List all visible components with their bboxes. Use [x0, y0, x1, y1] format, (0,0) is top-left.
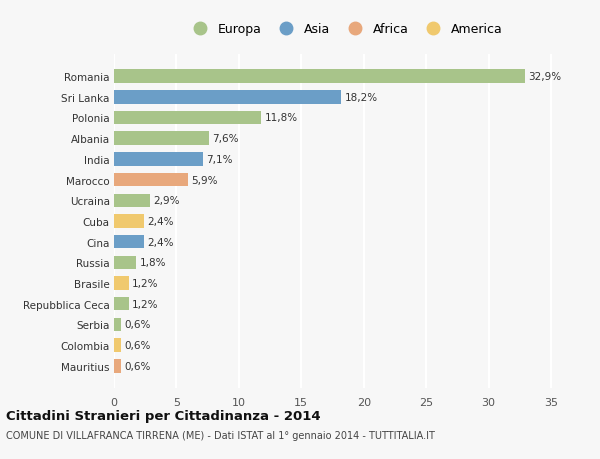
Text: 0,6%: 0,6%	[125, 361, 151, 371]
Bar	[114, 339, 121, 352]
Text: 7,1%: 7,1%	[206, 155, 232, 164]
Text: 2,4%: 2,4%	[147, 237, 173, 247]
Bar	[114, 235, 144, 249]
Bar	[114, 132, 209, 146]
Text: 1,2%: 1,2%	[132, 279, 158, 288]
Text: 11,8%: 11,8%	[265, 113, 298, 123]
Text: Cittadini Stranieri per Cittadinanza - 2014: Cittadini Stranieri per Cittadinanza - 2…	[6, 409, 320, 422]
Bar	[114, 215, 144, 228]
Bar	[114, 194, 150, 207]
Text: 0,6%: 0,6%	[125, 320, 151, 330]
Bar	[114, 153, 203, 166]
Bar	[114, 256, 136, 269]
Bar	[114, 318, 121, 331]
Text: COMUNE DI VILLAFRANCA TIRRENA (ME) - Dati ISTAT al 1° gennaio 2014 - TUTTITALIA.: COMUNE DI VILLAFRANCA TIRRENA (ME) - Dat…	[6, 431, 435, 440]
Text: 2,9%: 2,9%	[154, 196, 180, 206]
Bar	[114, 91, 341, 104]
Text: 7,6%: 7,6%	[212, 134, 239, 144]
Bar	[114, 112, 262, 125]
Text: 5,9%: 5,9%	[191, 175, 217, 185]
Bar	[114, 359, 121, 373]
Text: 32,9%: 32,9%	[528, 72, 561, 82]
Text: 1,8%: 1,8%	[140, 258, 166, 268]
Bar	[114, 297, 129, 311]
Text: 1,2%: 1,2%	[132, 299, 158, 309]
Bar	[114, 174, 188, 187]
Legend: Europa, Asia, Africa, America: Europa, Asia, Africa, America	[182, 18, 508, 41]
Text: 2,4%: 2,4%	[147, 217, 173, 226]
Bar	[114, 277, 129, 290]
Text: 0,6%: 0,6%	[125, 341, 151, 350]
Text: 18,2%: 18,2%	[344, 93, 377, 102]
Bar	[114, 70, 525, 84]
